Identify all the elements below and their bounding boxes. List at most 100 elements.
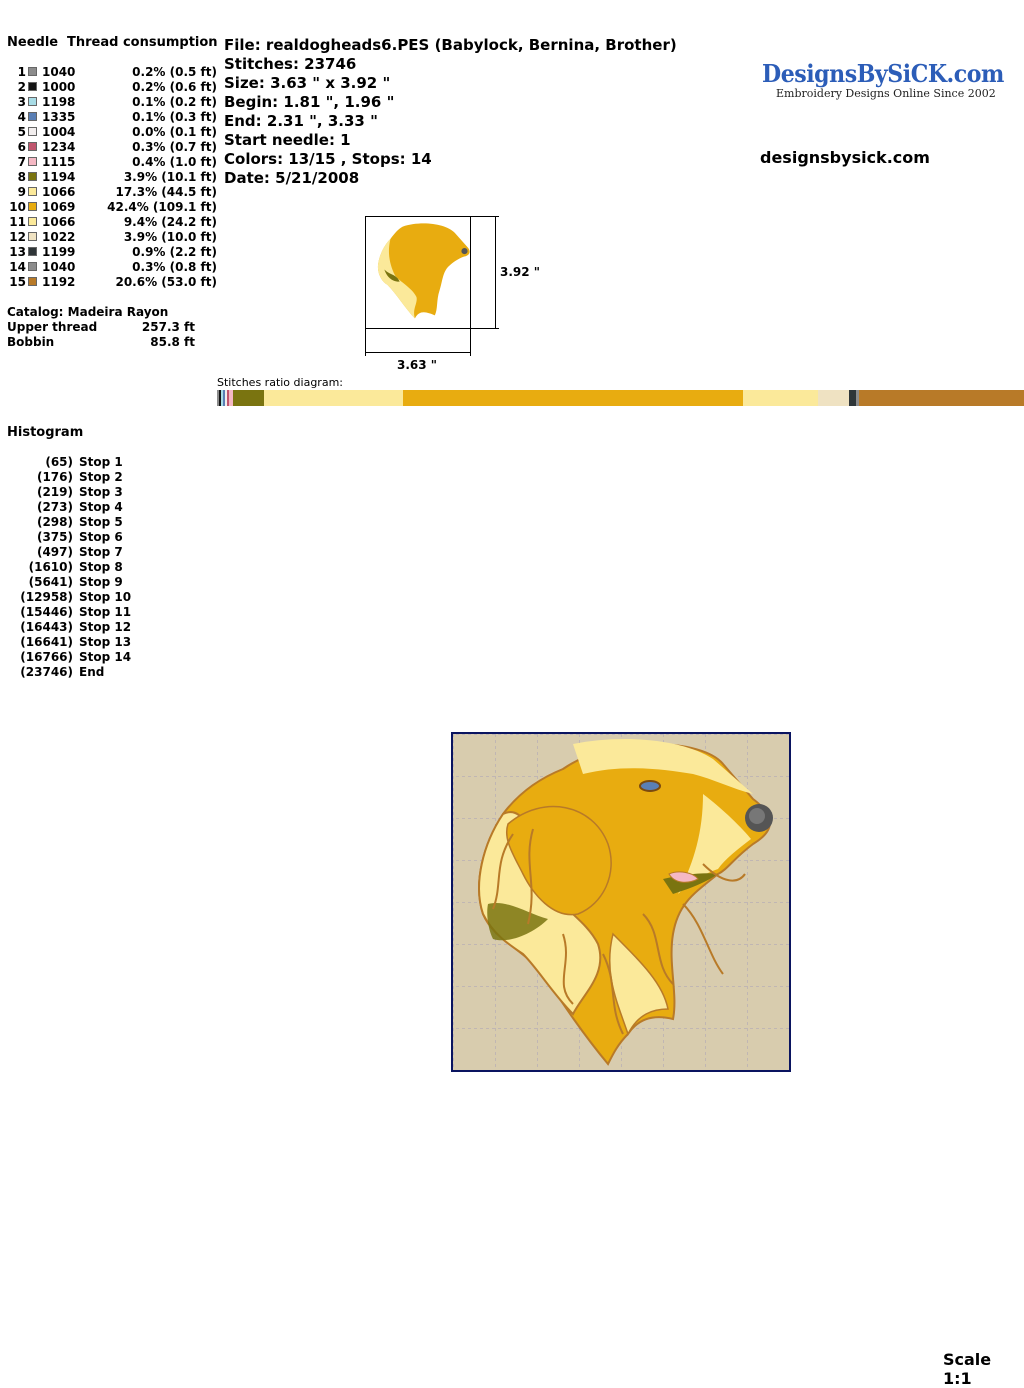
needle-number: 6 [17,140,26,154]
thread-consumption: 0.3% (0.8 ft) [132,260,217,274]
ratio-segment [232,390,264,406]
color-swatch [28,157,37,166]
thread-consumption: 0.9% (2.2 ft) [132,245,217,259]
color-swatch [28,127,37,136]
ratio-label: Stitches ratio diagram: [217,376,343,389]
begin-info: Begin: 1.81 ", 1.96 " [224,93,395,111]
ratio-segment [856,390,859,406]
height-dimension-line [495,216,496,329]
stitch-count: (16641) [20,635,73,649]
color-swatch [28,67,37,76]
histogram-row: (23746) End [0,665,140,680]
needle-row: 5 1004 0.0% (0.1 ft) [7,125,219,140]
stop-label: Stop 10 [79,590,132,604]
histogram-row: (497) Stop 7 [0,545,140,560]
width-label: 3.63 " [397,358,438,372]
thread-consumption: 17.3% (44.5 ft) [115,185,217,199]
needle-row: 8 1194 3.9% (10.1 ft) [7,170,219,185]
stop-label: Stop 11 [79,605,132,619]
histogram-row: (219) Stop 3 [0,485,140,500]
thread-consumption: 0.1% (0.3 ft) [132,110,217,124]
design-preview [451,732,791,1072]
needle-number: 15 [9,275,26,289]
thread-code: 1040 [42,65,76,79]
needle-number: 3 [17,95,26,109]
histogram-row: (176) Stop 2 [0,470,140,485]
thread-consumption: 9.4% (24.2 ft) [123,215,217,229]
histogram-row: (12958) Stop 10 [0,590,140,605]
stop-label: Stop 13 [79,635,132,649]
dog-design-icon [453,734,789,1070]
needle-number: 5 [17,125,26,139]
histogram-row: (16766) Stop 14 [0,650,140,665]
upper-thread-label: Upper thread [7,320,98,334]
thread-code: 1115 [42,155,76,169]
catalog-line: Catalog: Madeira Rayon [7,305,169,319]
histogram-row: (16641) Stop 13 [0,635,140,650]
color-swatch [28,112,37,121]
needle-number: 10 [9,200,26,214]
needle-row: 13 1199 0.9% (2.2 ft) [7,245,219,260]
brand-logo: DesignsBySiCK.com Embroidery Designs Onl… [762,59,1004,100]
stop-label: Stop 4 [79,500,123,514]
ratio-segment [222,390,225,406]
ratio-segment [217,390,219,406]
thread-consumption: 3.9% (10.1 ft) [123,170,217,184]
size-info: Size: 3.63 " x 3.92 " [224,74,391,92]
stitch-count: (298) [36,515,73,529]
thread-consumption: 0.3% (0.7 ft) [132,140,217,154]
width-tick-right [470,329,471,356]
color-swatch [28,172,37,181]
stitch-count: (12958) [20,590,73,604]
start-needle-info: Start needle: 1 [224,131,351,149]
stop-label: Stop 6 [79,530,123,544]
ratio-segment [226,390,230,406]
needle-number: 2 [17,80,26,94]
stitch-count: (16443) [20,620,73,634]
thread-consumption: 42.4% (109.1 ft) [107,200,217,214]
height-tick-bottom [471,328,499,329]
stop-label: Stop 3 [79,485,123,499]
ratio-segment [858,390,1024,406]
design-thumbnail [365,216,471,329]
color-swatch [28,82,37,91]
thread-code: 1335 [42,110,76,124]
thread-code: 1234 [42,140,76,154]
upper-thread-value: 257.3 ft [141,320,195,334]
brand-logo-text: DesignsBySiCK.com [762,59,1004,88]
color-swatch [28,277,37,286]
thread-consumption-header: Thread consumption [67,35,218,50]
needle-number: 9 [17,185,26,199]
histogram-row: (298) Stop 5 [0,515,140,530]
thread-consumption: 0.2% (0.5 ft) [132,65,217,79]
height-label: 3.92 " [500,265,541,279]
needle-row: 7 1115 0.4% (1.0 ft) [7,155,219,170]
histogram-row: (375) Stop 6 [0,530,140,545]
stitch-count: (375) [36,530,73,544]
stop-label: Stop 5 [79,515,123,529]
color-swatch [28,97,37,106]
stop-label: Stop 8 [79,560,123,574]
thread-consumption: 0.4% (1.0 ft) [132,155,217,169]
dog-thumbnail-icon [377,223,470,319]
brand-site: designsbysick.com [760,148,930,167]
width-dimension-line [365,352,471,353]
stop-label: Stop 1 [79,455,123,469]
bobbin-label: Bobbin [7,335,55,349]
ratio-segment [218,390,221,406]
color-swatch [28,187,37,196]
needle-number: 7 [17,155,26,169]
needle-header: Needle [7,35,59,50]
stitches-info: Stitches: 23746 [224,55,357,73]
thread-code: 1000 [42,80,76,94]
needle-row: 4 1335 0.1% (0.3 ft) [7,110,219,125]
end-info: End: 2.31 ", 3.33 " [224,112,378,130]
needle-row: 11 1066 9.4% (24.2 ft) [7,215,219,230]
needle-row: 10 1069 42.4% (109.1 ft) [7,200,219,215]
stop-label: End [79,665,105,679]
needle-number: 14 [9,260,26,274]
needle-row: 3 1198 0.1% (0.2 ft) [7,95,219,110]
ratio-segment [849,390,857,406]
thread-code: 1069 [42,200,76,214]
thread-consumption: 0.1% (0.2 ft) [132,95,217,109]
